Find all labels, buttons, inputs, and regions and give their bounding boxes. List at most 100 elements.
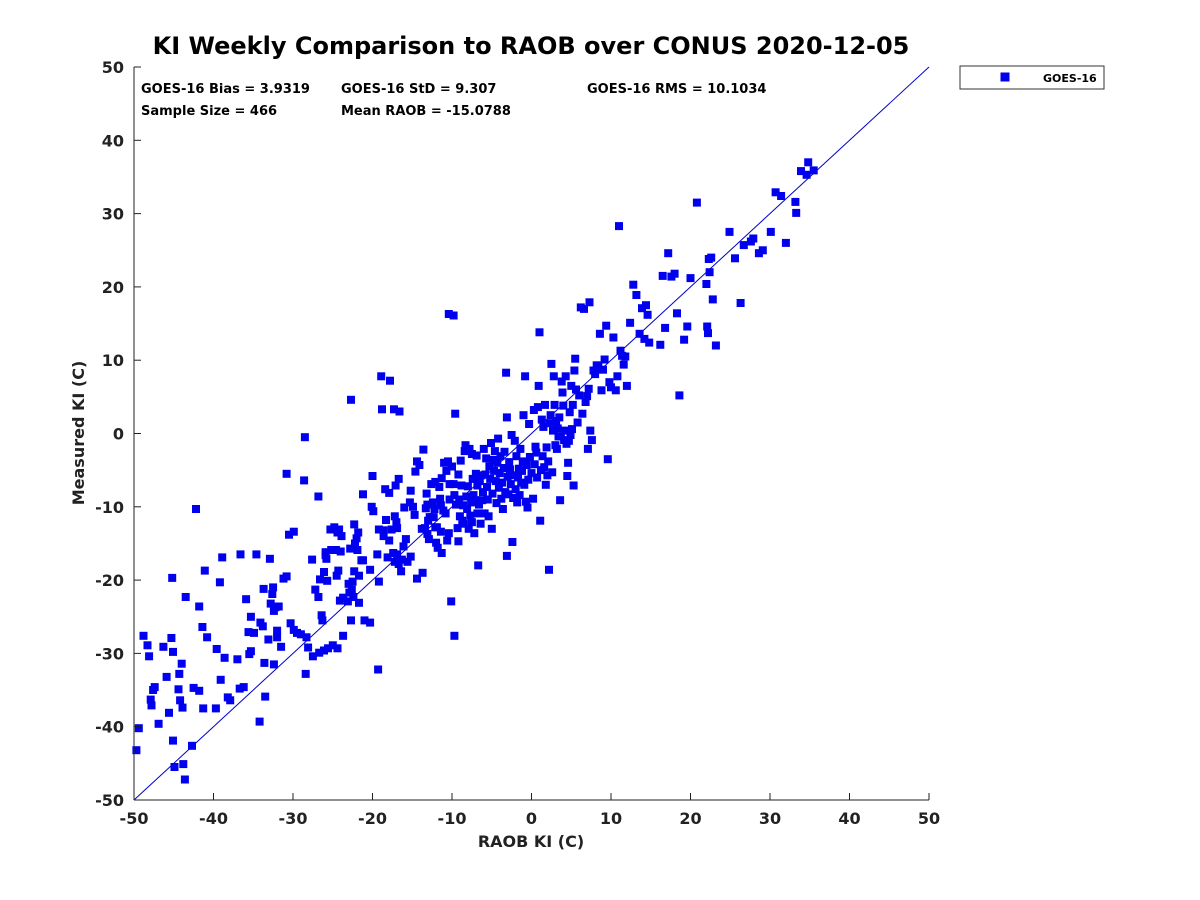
data-point bbox=[264, 635, 273, 644]
data-point bbox=[552, 444, 561, 453]
data-point bbox=[512, 452, 521, 461]
data-point bbox=[469, 491, 478, 500]
data-point bbox=[478, 496, 487, 505]
data-point bbox=[597, 386, 606, 395]
data-point bbox=[711, 341, 720, 350]
data-point bbox=[656, 340, 665, 349]
data-point bbox=[502, 551, 511, 560]
data-point bbox=[320, 568, 328, 576]
data-point bbox=[444, 457, 452, 466]
data-point bbox=[374, 525, 383, 534]
data-point bbox=[192, 505, 200, 513]
data-point bbox=[355, 598, 363, 607]
data-point bbox=[447, 597, 456, 606]
data-point bbox=[739, 241, 748, 250]
data-point bbox=[555, 413, 564, 422]
data-point bbox=[176, 696, 185, 705]
data-point bbox=[809, 166, 818, 175]
data-point bbox=[450, 631, 459, 640]
data-point bbox=[428, 498, 437, 507]
data-point bbox=[766, 227, 775, 236]
data-point bbox=[289, 527, 298, 536]
data-point bbox=[454, 470, 463, 479]
data-point bbox=[658, 271, 667, 280]
data-point bbox=[504, 490, 513, 499]
data-point bbox=[509, 494, 518, 502]
data-point bbox=[286, 619, 295, 628]
data-point bbox=[374, 665, 383, 674]
data-point bbox=[494, 434, 503, 443]
data-point bbox=[304, 643, 313, 652]
data-point bbox=[622, 381, 631, 390]
data-point bbox=[473, 509, 482, 518]
data-point bbox=[236, 550, 245, 559]
data-point bbox=[525, 420, 534, 428]
data-point bbox=[527, 469, 536, 478]
data-point bbox=[314, 593, 323, 601]
data-point bbox=[159, 642, 168, 651]
data-point bbox=[621, 352, 630, 361]
data-point bbox=[476, 519, 485, 528]
data-point bbox=[422, 489, 431, 498]
data-point bbox=[244, 628, 253, 637]
stat-mean-raob: Mean RAOB = -15.0788 bbox=[341, 104, 511, 119]
data-point bbox=[350, 520, 359, 529]
data-point bbox=[459, 519, 468, 528]
data-point bbox=[239, 683, 248, 692]
data-point bbox=[534, 381, 543, 390]
one-to-one-reference-line bbox=[133, 66, 930, 801]
data-point bbox=[346, 544, 355, 553]
y-tick-label: 10 bbox=[102, 351, 124, 370]
data-point bbox=[352, 534, 361, 543]
data-point bbox=[242, 595, 251, 604]
data-point bbox=[395, 407, 404, 416]
legend-marker-goes-16 bbox=[1000, 72, 1010, 82]
data-point bbox=[781, 238, 790, 247]
data-point bbox=[333, 644, 342, 653]
data-point bbox=[600, 355, 609, 364]
data-point bbox=[483, 495, 492, 504]
data-point bbox=[513, 498, 522, 507]
data-point bbox=[736, 299, 745, 307]
data-point bbox=[296, 630, 305, 639]
data-point bbox=[314, 492, 323, 501]
data-point bbox=[558, 388, 567, 397]
data-point bbox=[602, 321, 611, 330]
y-tick-label: -30 bbox=[95, 644, 124, 663]
data-point bbox=[731, 254, 739, 263]
data-point bbox=[265, 554, 274, 563]
data-point bbox=[442, 466, 451, 475]
data-point bbox=[337, 532, 346, 541]
data-point bbox=[300, 433, 309, 442]
data-point bbox=[377, 372, 386, 381]
data-point bbox=[550, 400, 559, 409]
x-tick-label: 40 bbox=[838, 809, 860, 828]
data-point bbox=[500, 447, 509, 456]
data-point bbox=[804, 158, 813, 167]
data-point bbox=[302, 633, 311, 642]
data-point bbox=[471, 496, 480, 505]
data-point bbox=[468, 474, 477, 483]
data-point bbox=[258, 622, 267, 631]
data-point bbox=[147, 701, 156, 710]
data-point bbox=[454, 537, 463, 546]
data-point bbox=[566, 431, 575, 439]
data-point bbox=[587, 436, 596, 445]
data-point bbox=[557, 377, 566, 386]
data-point bbox=[508, 538, 517, 546]
data-point bbox=[332, 571, 341, 580]
data-point bbox=[350, 567, 359, 576]
data-point bbox=[452, 500, 460, 509]
data-point bbox=[215, 578, 224, 587]
data-point bbox=[132, 746, 141, 755]
data-point bbox=[353, 546, 362, 554]
data-point bbox=[462, 492, 471, 501]
data-point bbox=[533, 403, 542, 412]
data-point bbox=[218, 553, 227, 562]
data-point bbox=[382, 516, 390, 524]
data-point bbox=[475, 477, 484, 486]
data-point bbox=[583, 392, 592, 401]
data-point bbox=[448, 462, 456, 471]
data-point bbox=[563, 472, 572, 480]
data-point bbox=[441, 509, 450, 518]
